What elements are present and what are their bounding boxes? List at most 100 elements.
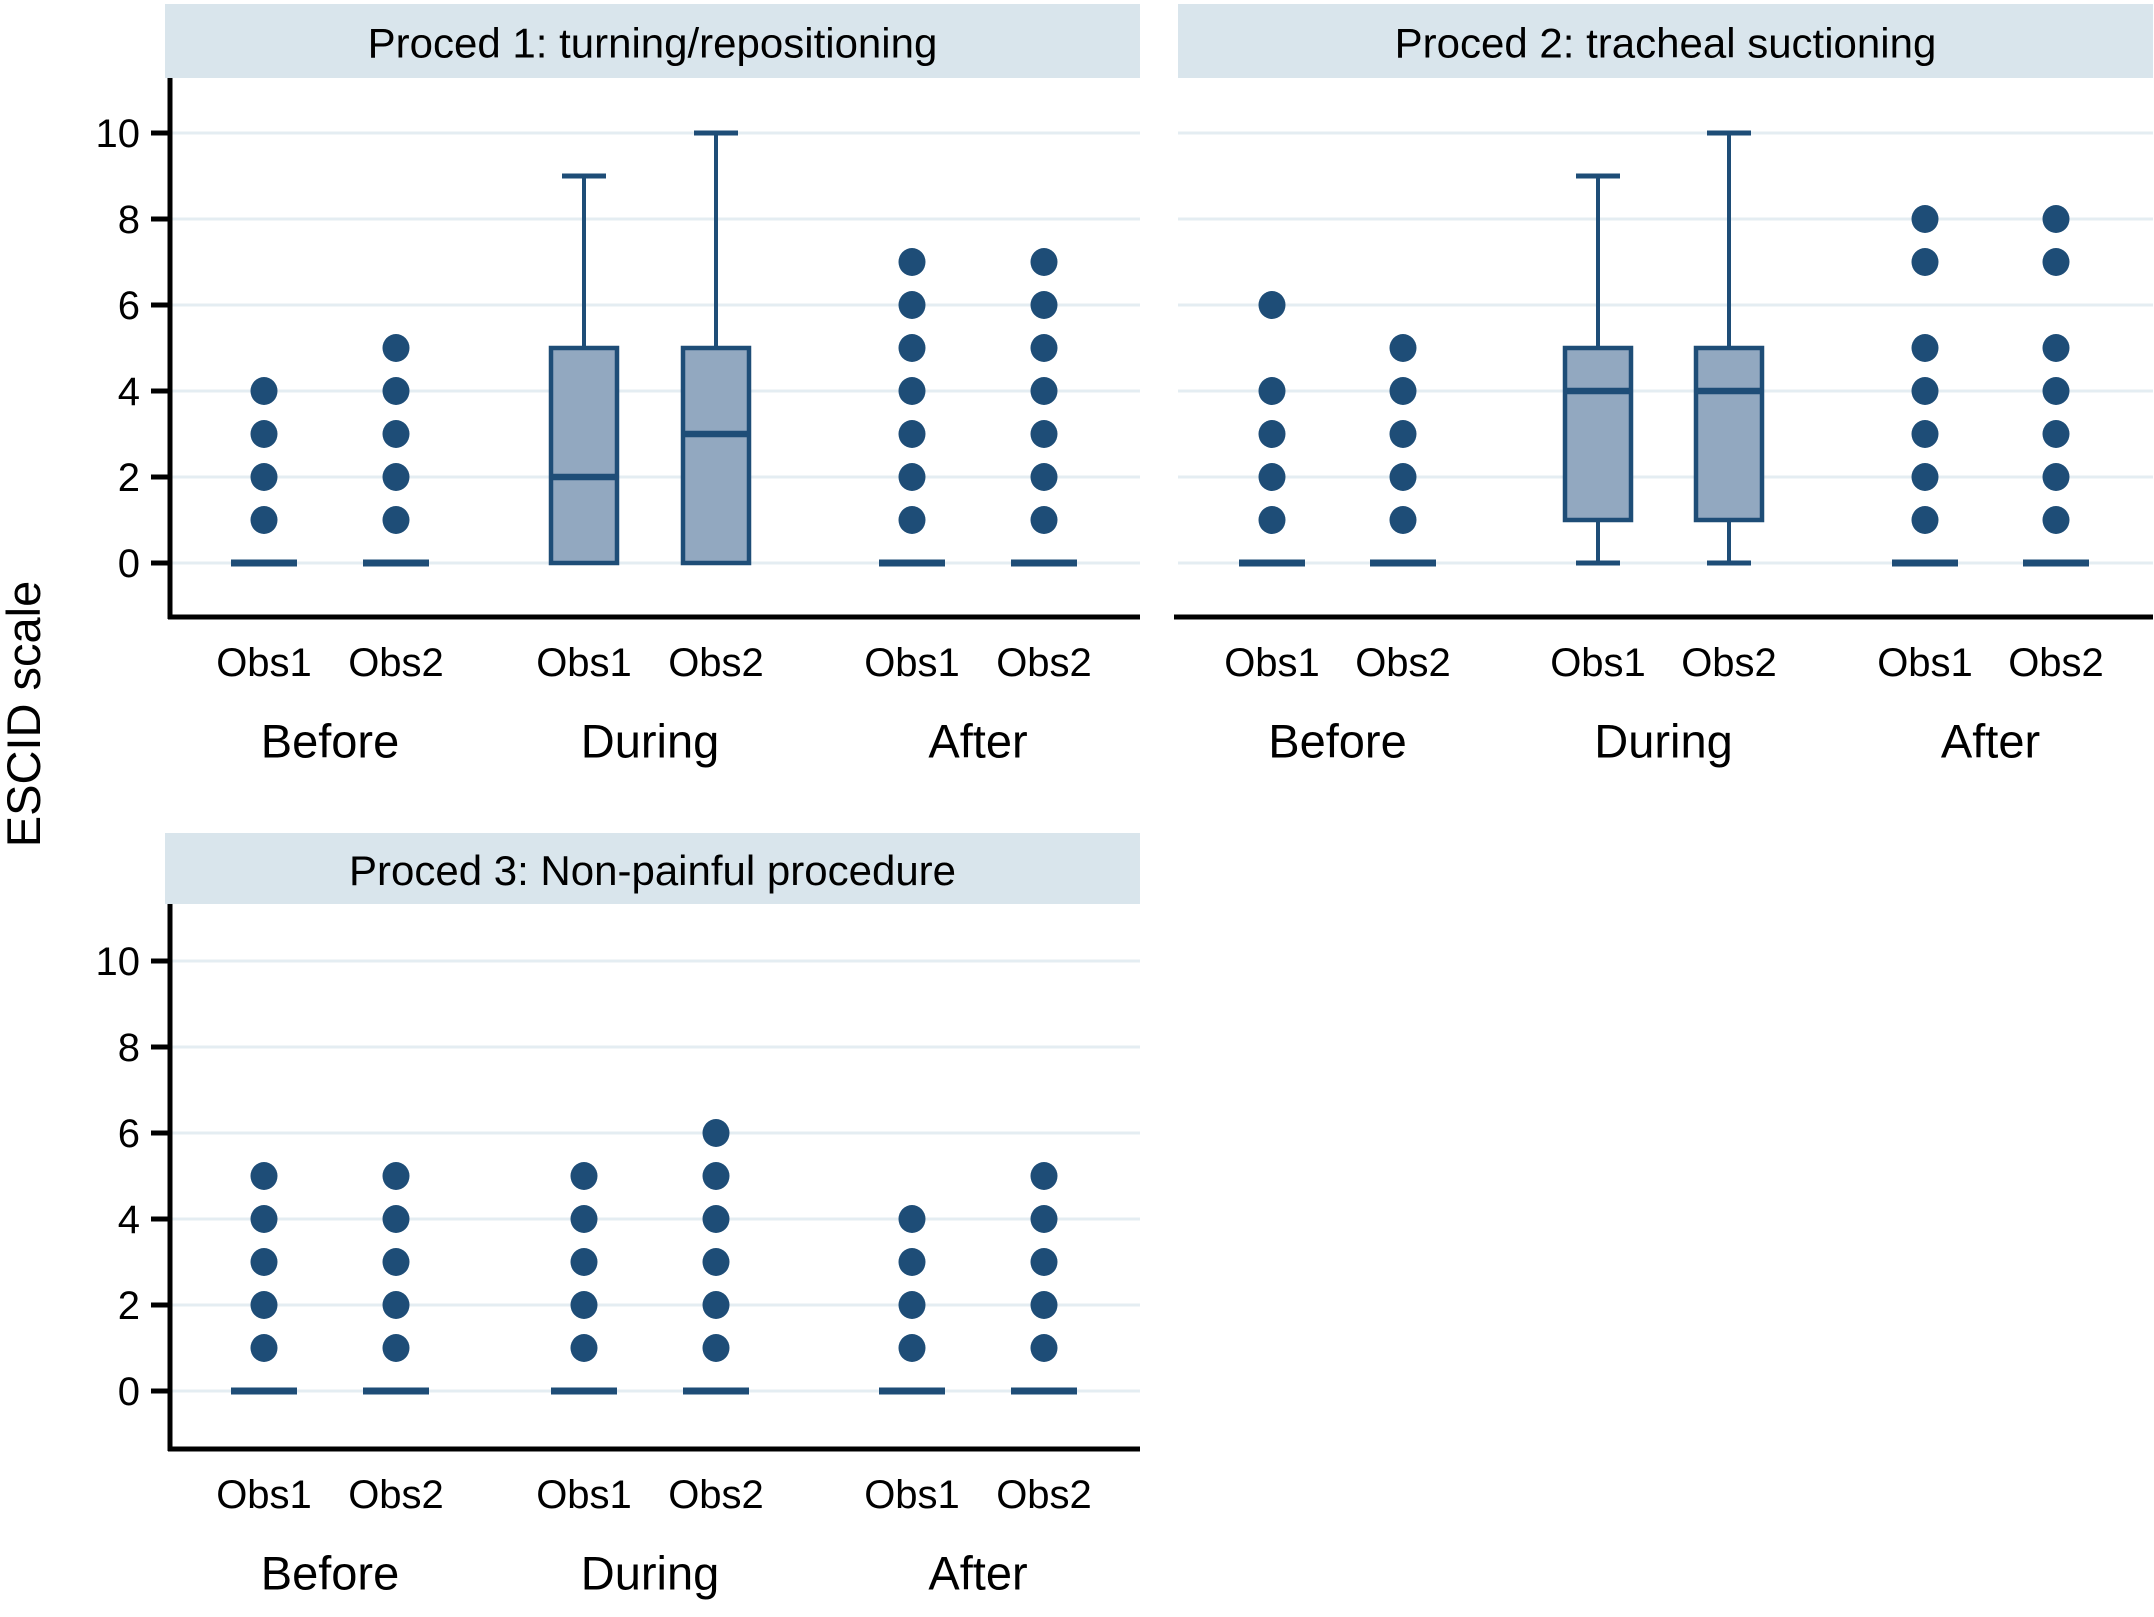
outlier-dot — [250, 420, 278, 448]
outlier-dot — [382, 334, 410, 362]
outlier-dot — [1389, 334, 1417, 362]
obs-label: Obs1 — [216, 641, 312, 685]
y-axis-label: ESCID scale — [0, 581, 50, 847]
y-tick-label: 0 — [118, 1370, 140, 1414]
obs-label: Obs1 — [864, 1473, 960, 1517]
outlier-dot — [1911, 205, 1939, 233]
zero-median-dash — [683, 1387, 749, 1395]
panel-title: Proced 2: tracheal suctioning — [1395, 20, 1937, 67]
zero-median-dash — [1011, 559, 1077, 567]
box — [1693, 345, 1765, 523]
zero-median-dash — [1011, 1387, 1077, 1395]
outlier-dot — [898, 463, 926, 491]
obs-label: Obs2 — [668, 641, 764, 685]
obs-label: Obs1 — [1550, 641, 1646, 685]
outlier-dot — [1389, 506, 1417, 534]
outlier-dot — [1389, 377, 1417, 405]
zero-median-dash — [1239, 559, 1305, 567]
outlier-dot — [1030, 1162, 1058, 1190]
outlier-dot — [382, 1248, 410, 1276]
y-tick-label: 10 — [96, 940, 141, 984]
outlier-dot — [2042, 420, 2070, 448]
outlier-dot — [1389, 463, 1417, 491]
outlier-dot — [2042, 506, 2070, 534]
obs-label: Obs1 — [1224, 641, 1320, 685]
y-tick-label: 8 — [118, 198, 140, 242]
zero-median-dash — [2023, 559, 2089, 567]
outlier-dot — [1030, 248, 1058, 276]
y-tick-label: 4 — [118, 1198, 140, 1242]
obs-label: Obs1 — [536, 641, 632, 685]
outlier-dot — [898, 1205, 926, 1233]
outlier-dot — [382, 1334, 410, 1362]
outlier-dot — [1030, 1248, 1058, 1276]
outlier-dot — [1911, 506, 1939, 534]
outlier-dot — [2042, 248, 2070, 276]
zero-median-dash — [363, 1387, 429, 1395]
outlier-dot — [1030, 463, 1058, 491]
zero-median-dash — [363, 559, 429, 567]
outlier-dot — [898, 420, 926, 448]
outlier-dot — [250, 1334, 278, 1362]
obs-label: Obs2 — [1681, 641, 1777, 685]
obs-label: Obs2 — [668, 1473, 764, 1517]
y-tick-label: 2 — [118, 456, 140, 500]
outlier-dot — [570, 1248, 598, 1276]
zero-median-dash — [551, 1387, 617, 1395]
panel-title-band — [1178, 4, 2153, 78]
outlier-dot — [898, 248, 926, 276]
obs-label: Obs1 — [1877, 641, 1973, 685]
y-tick-label: 4 — [118, 370, 140, 414]
obs-label: Obs2 — [348, 1473, 444, 1517]
group-label: Before — [261, 1546, 399, 1599]
y-tick-label: 2 — [118, 1284, 140, 1328]
zero-median-dash — [1370, 559, 1436, 567]
box — [548, 345, 620, 566]
obs-label: Obs2 — [348, 641, 444, 685]
outlier-dot — [382, 377, 410, 405]
obs-label: Obs1 — [864, 641, 960, 685]
obs-label: Obs1 — [536, 1473, 632, 1517]
outlier-dot — [250, 1248, 278, 1276]
y-tick-label: 10 — [96, 112, 141, 156]
obs-label: Obs2 — [996, 641, 1092, 685]
outlier-dot — [2042, 377, 2070, 405]
obs-label: Obs2 — [996, 1473, 1092, 1517]
outlier-dot — [898, 334, 926, 362]
group-label: During — [581, 1546, 719, 1599]
outlier-dot — [1258, 377, 1286, 405]
group-label: After — [928, 714, 1027, 767]
outlier-dot — [1258, 463, 1286, 491]
outlier-dot — [1030, 377, 1058, 405]
outlier-dot — [898, 1248, 926, 1276]
outlier-dot — [1258, 506, 1286, 534]
outlier-dot — [570, 1162, 598, 1190]
outlier-dot — [1258, 291, 1286, 319]
outlier-dot — [1389, 420, 1417, 448]
outlier-dot — [898, 291, 926, 319]
outlier-dot — [1030, 291, 1058, 319]
outlier-dot — [898, 506, 926, 534]
y-tick-label: 6 — [118, 1112, 140, 1156]
outlier-dot — [382, 1162, 410, 1190]
outlier-dot — [250, 1205, 278, 1233]
outlier-dot — [1030, 1205, 1058, 1233]
group-label: During — [1594, 714, 1732, 767]
outlier-dot — [1911, 334, 1939, 362]
outlier-dot — [1030, 334, 1058, 362]
outlier-dot — [1911, 377, 1939, 405]
outlier-dot — [702, 1162, 730, 1190]
outlier-dot — [382, 506, 410, 534]
outlier-dot — [1911, 248, 1939, 276]
outlier-dot — [2042, 463, 2070, 491]
outlier-dot — [1030, 1334, 1058, 1362]
outlier-dot — [1911, 463, 1939, 491]
outlier-dot — [898, 1291, 926, 1319]
outlier-dot — [2042, 205, 2070, 233]
outlier-dot — [1911, 420, 1939, 448]
outlier-dot — [2042, 334, 2070, 362]
panel-title: Proced 1: turning/repositioning — [368, 20, 938, 67]
outlier-dot — [250, 1291, 278, 1319]
zero-median-dash — [231, 1387, 297, 1395]
